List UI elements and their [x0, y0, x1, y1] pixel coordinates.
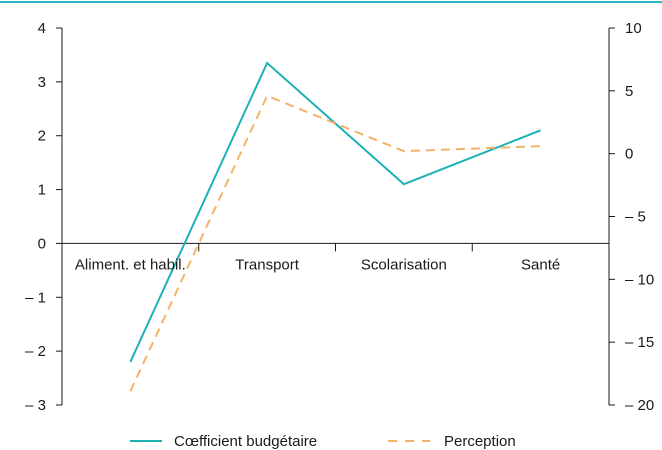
left-axis-tick-label: 0: [38, 235, 46, 252]
left-axis-tick-label: – 3: [25, 397, 46, 414]
left-axis-tick-label: 3: [38, 74, 46, 91]
left-axis-tick-label: 1: [38, 182, 46, 199]
category-labels: Aliment. et habil. Transport Scolarisation…: [75, 256, 560, 273]
legend-label: Cœfficient budgétaire: [174, 433, 317, 450]
legend-label: Perception: [444, 433, 516, 450]
right-axis-tick-label: 10: [625, 20, 642, 37]
right-axis-tick-label: – 10: [625, 271, 654, 288]
left-axis-tick-label: 4: [38, 20, 46, 37]
left-axis-tick-label: 2: [38, 128, 46, 145]
category-label: Transport: [235, 256, 299, 273]
left-axis-tick-label: – 2: [25, 343, 46, 360]
category-label: Santé: [521, 256, 560, 273]
legend: Cœfficient budgétaire Perception: [130, 433, 516, 450]
right-axis-tick-label: – 5: [625, 209, 646, 226]
category-label: Scolarisation: [361, 256, 447, 273]
series-perception-line: [129, 94, 541, 392]
right-axis-tick-label: 0: [625, 146, 633, 163]
left-axis-tick-label: – 1: [25, 289, 46, 306]
right-axis-tick-label: – 20: [625, 397, 654, 414]
category-label: Aliment. et habil.: [75, 256, 186, 273]
right-axis-tick-label: – 15: [625, 334, 654, 351]
right-axis-tick-label: 5: [625, 83, 633, 100]
series-layer: [129, 61, 541, 392]
series-coefficient-line: [129, 61, 541, 363]
